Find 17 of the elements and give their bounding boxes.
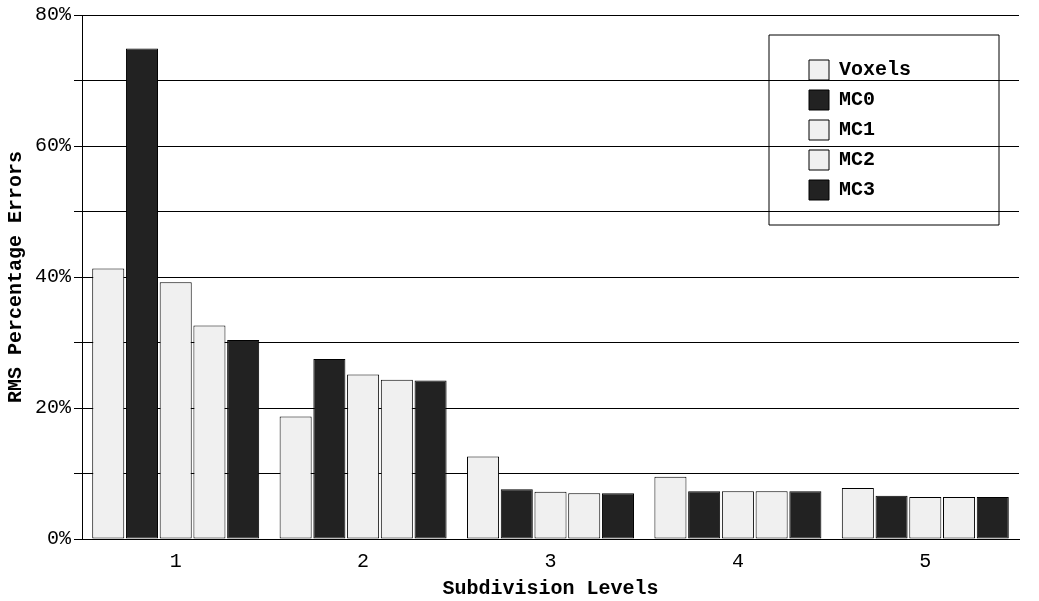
legend-label: MC1 bbox=[839, 118, 876, 142]
x-tick-label: 2 bbox=[357, 550, 370, 574]
y-tick-label: 0% bbox=[46, 527, 72, 551]
legend-label: MC2 bbox=[839, 148, 876, 172]
y-tick-label: 60% bbox=[34, 134, 72, 158]
y-tick-label: 20% bbox=[34, 396, 72, 420]
x-tick-label: 5 bbox=[919, 550, 932, 574]
legend-label: MC0 bbox=[839, 88, 876, 112]
legend-label: MC3 bbox=[839, 178, 876, 202]
y-axis-title: RMS Percentage Errors bbox=[4, 150, 28, 404]
x-tick-label: 3 bbox=[544, 550, 557, 574]
x-tick-label: 1 bbox=[169, 550, 182, 574]
y-tick-label: 80% bbox=[34, 3, 72, 27]
x-tick-label: 4 bbox=[731, 550, 744, 574]
legend-label: Voxels bbox=[839, 58, 912, 82]
y-tick-label: 40% bbox=[34, 265, 72, 289]
x-axis-title: Subdivision Levels bbox=[442, 577, 659, 601]
